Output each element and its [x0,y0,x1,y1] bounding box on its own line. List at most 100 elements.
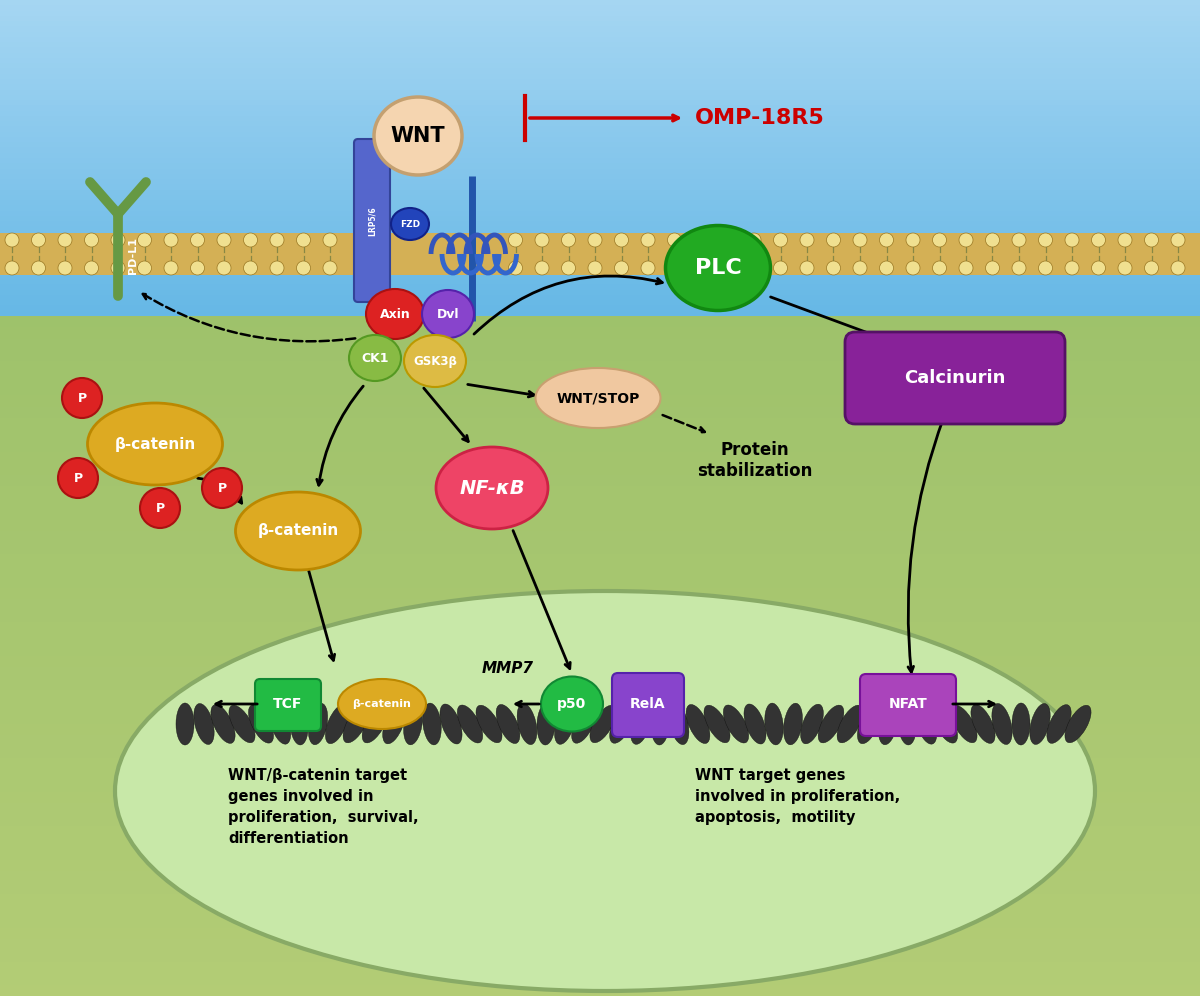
Ellipse shape [590,705,616,743]
Ellipse shape [194,703,214,744]
Ellipse shape [115,591,1096,991]
Text: RelA: RelA [630,697,666,711]
Circle shape [667,233,682,247]
Bar [0,5,1200,11]
Circle shape [694,261,708,275]
Circle shape [932,261,947,275]
Circle shape [84,233,98,247]
Bar [0,189,1200,195]
Bar [0,21,1200,26]
Bar [0,622,1200,633]
Ellipse shape [784,703,803,745]
FancyBboxPatch shape [254,679,322,731]
Bar [0,894,1200,905]
Bar [0,838,1200,849]
Bar [0,849,1200,860]
Ellipse shape [88,403,222,485]
Bar [0,373,1200,384]
Ellipse shape [235,492,360,570]
Circle shape [164,261,178,275]
Ellipse shape [383,704,406,744]
Bar [0,290,1200,295]
Text: P: P [156,502,164,515]
Bar [0,158,1200,163]
Bar [0,566,1200,577]
Bar [0,328,1200,339]
Bar [0,152,1200,158]
Ellipse shape [670,703,689,745]
Ellipse shape [440,704,462,744]
Ellipse shape [422,703,442,745]
Bar [0,79,1200,85]
Ellipse shape [229,705,256,743]
Circle shape [1092,233,1105,247]
Bar [0,497,1200,509]
Circle shape [827,261,840,275]
Bar [0,58,1200,63]
Circle shape [1066,261,1079,275]
Bar [0,781,1200,792]
Bar [0,543,1200,554]
Text: LRP5/6: LRP5/6 [367,206,377,236]
Ellipse shape [343,705,368,743]
Circle shape [1118,261,1132,275]
Circle shape [5,233,19,247]
Circle shape [774,233,787,247]
Ellipse shape [630,703,652,744]
Circle shape [932,233,947,247]
Bar [0,690,1200,701]
Ellipse shape [535,368,660,428]
Ellipse shape [838,705,863,743]
Circle shape [244,233,258,247]
Bar [0,237,1200,242]
Ellipse shape [950,705,977,743]
Circle shape [31,261,46,275]
Circle shape [191,233,204,247]
Bar [0,633,1200,644]
Circle shape [985,233,1000,247]
Bar [0,131,1200,136]
Ellipse shape [1012,703,1030,745]
Ellipse shape [422,290,474,338]
Circle shape [164,233,178,247]
Ellipse shape [308,703,328,745]
Circle shape [720,261,734,275]
Circle shape [1066,233,1079,247]
Text: MMP7: MMP7 [482,660,534,675]
Bar [0,905,1200,916]
Circle shape [746,233,761,247]
Circle shape [641,261,655,275]
Bar [0,184,1200,189]
Ellipse shape [686,704,710,744]
Circle shape [296,261,311,275]
Bar [0,11,1200,16]
Bar [0,577,1200,588]
Circle shape [244,261,258,275]
Ellipse shape [800,704,823,744]
Circle shape [1171,233,1186,247]
Bar [0,116,1200,122]
Text: β-catenin: β-catenin [353,699,412,709]
Bar [0,509,1200,520]
Ellipse shape [666,225,770,311]
Circle shape [614,261,629,275]
Ellipse shape [349,335,401,381]
Bar [0,263,1200,269]
Text: FZD: FZD [400,219,420,228]
Bar [0,520,1200,531]
Text: PD-L1: PD-L1 [128,236,138,274]
Circle shape [58,261,72,275]
Circle shape [1012,233,1026,247]
Circle shape [588,233,602,247]
Circle shape [1145,233,1158,247]
Bar [0,274,1200,279]
Bar [0,600,1200,611]
Bar [0,168,1200,173]
Text: β-catenin: β-catenin [257,524,338,539]
Circle shape [959,233,973,247]
Text: Axin: Axin [379,308,410,321]
Bar [0,258,1200,263]
Bar [0,973,1200,985]
Bar [0,440,1200,452]
Bar [0,656,1200,667]
